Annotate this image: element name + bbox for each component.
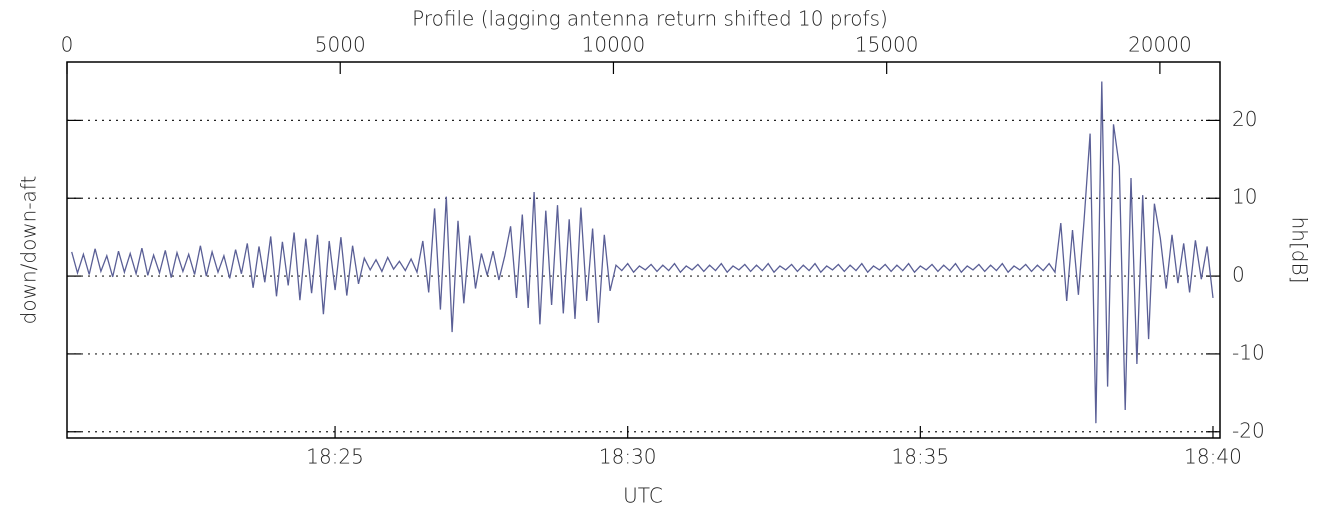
y2-tick-label: 0 <box>1232 263 1245 287</box>
x-tick-label: 18:35 <box>892 445 950 469</box>
y2-axis-label: hh[dB] <box>1288 217 1312 284</box>
chart-title: Profile (lagging antenna return shifted … <box>412 7 888 31</box>
x-tick-label: 18:40 <box>1184 445 1242 469</box>
data-line <box>71 81 1214 424</box>
x-tick-label: 18:30 <box>599 445 657 469</box>
x2-tick-label: 20000 <box>1128 33 1192 57</box>
y2-tick-label: -10 <box>1232 340 1265 364</box>
x-axis-label: UTC <box>623 484 663 508</box>
x2-tick-label: 0 <box>61 33 74 57</box>
y2-tick-label: 10 <box>1232 185 1257 209</box>
y2-tick-label: -20 <box>1232 418 1265 442</box>
x2-tick-label: 15000 <box>855 33 919 57</box>
y-axis-label: down/down-aft <box>17 176 41 325</box>
x2-tick-label: 10000 <box>582 33 646 57</box>
x-tick-label: 18:25 <box>306 445 364 469</box>
plot-frame <box>66 61 1221 439</box>
x2-tick-label: 5000 <box>315 33 366 57</box>
y2-tick-label: 20 <box>1232 107 1257 131</box>
